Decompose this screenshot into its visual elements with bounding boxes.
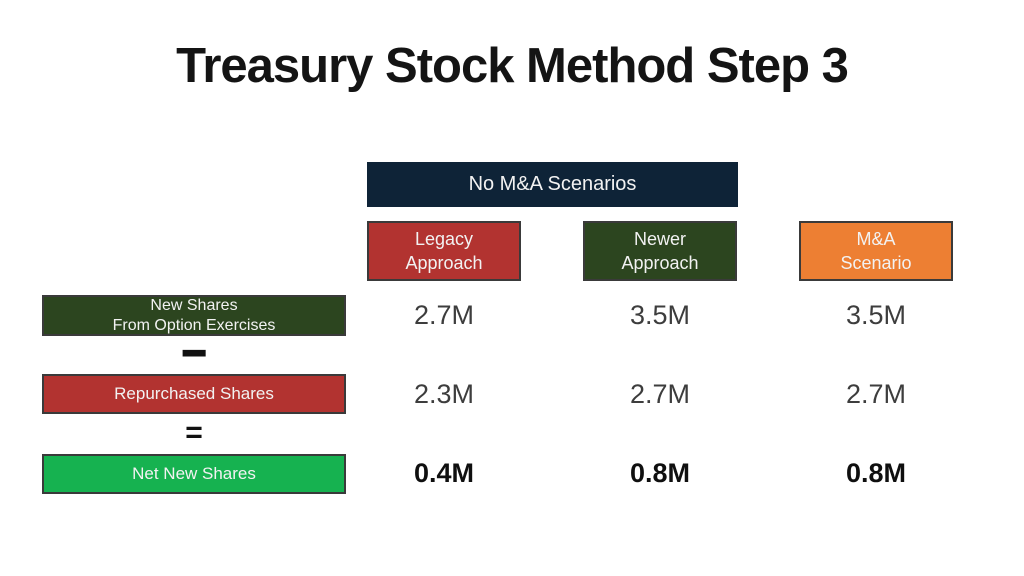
value-cell: 3.5M (629, 300, 691, 330)
equals-operator: = (185, 416, 203, 449)
row-label-repurchased-shares: Repurchased Shares (42, 374, 346, 414)
row-label-net-new-shares: Net New Shares (42, 454, 346, 494)
value-cell: 0.8M (629, 457, 691, 488)
page-title: Treasury Stock Method Step 3 (176, 39, 849, 93)
value-cell: 3.5M (845, 300, 907, 330)
group-header-banner: No M&A Scenarios (367, 162, 738, 207)
value-cell: 2.7M (845, 378, 907, 409)
minus-operator: − (181, 329, 208, 376)
value-cell: 2.7M (629, 378, 691, 409)
column-header-newer-approach: Newer Approach (583, 221, 737, 281)
column-header-legacy-approach: Legacy Approach (367, 221, 521, 281)
value-cell: 2.7M (413, 300, 475, 330)
row-label-new-shares-from-option-exercises: New Shares From Option Exercises (42, 295, 346, 336)
value-cell: 0.8M (845, 457, 907, 488)
column-header-ma-scenario: M&A Scenario (799, 221, 953, 281)
value-cell: 2.3M (413, 378, 475, 409)
value-cell: 0.4M (413, 457, 475, 488)
